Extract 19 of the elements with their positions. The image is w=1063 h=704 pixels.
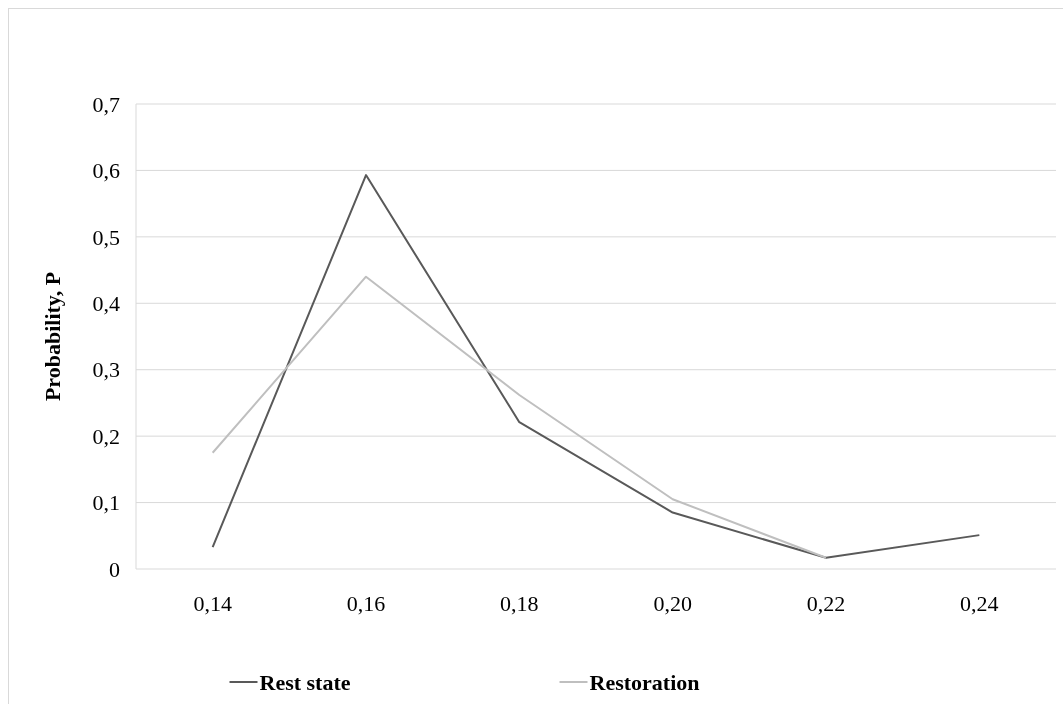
y-tick-label: 0,1 (92, 490, 120, 516)
legend-label: Rest state (259, 669, 351, 695)
legend-label: Restoration (589, 669, 700, 695)
x-tick-label: 0,24 (960, 591, 999, 616)
x-tick-label: 0,20 (653, 591, 692, 616)
line-series (211, 275, 827, 559)
y-tick-label: 0,7 (92, 91, 120, 117)
y-tick-label: 0,5 (92, 224, 120, 250)
x-tick-label: 0,18 (500, 591, 539, 616)
y-tick-label: 0 (109, 556, 120, 582)
y-axis-title: Probability, P (40, 271, 65, 402)
x-tick-label: 0,16 (346, 591, 386, 616)
y-tick-label: 0,6 (92, 158, 120, 184)
y-tick-label: 0,2 (92, 423, 120, 449)
y-tick-label: 0,4 (92, 290, 120, 316)
x-tick-label: 0,14 (193, 591, 232, 616)
x-tick-label: 0,22 (806, 591, 846, 616)
line-series (211, 174, 981, 559)
y-tick-label: 0,3 (92, 357, 120, 383)
